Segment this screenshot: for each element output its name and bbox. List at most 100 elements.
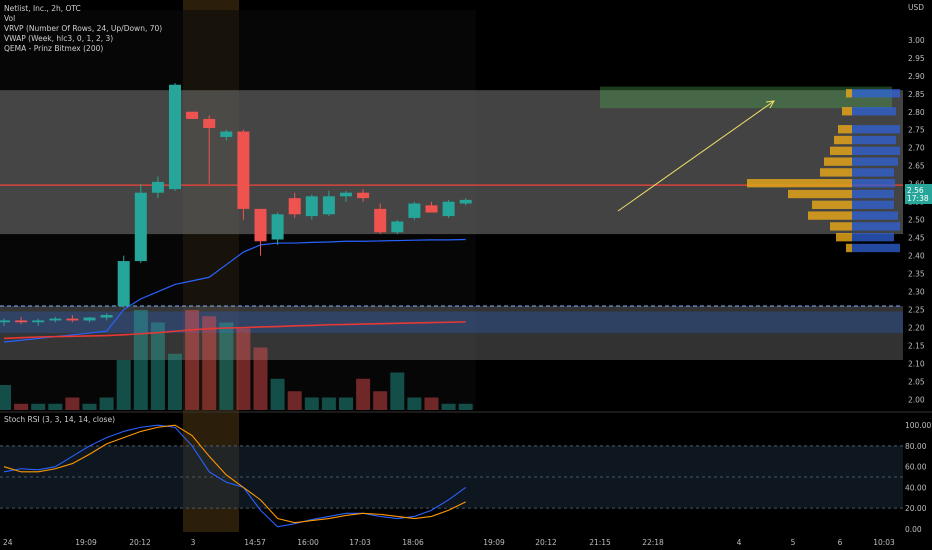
- profile-row: [808, 211, 852, 220]
- time-tick-label: 20:12: [535, 538, 557, 547]
- candle-body: [203, 118, 216, 128]
- profile-row: [830, 222, 852, 231]
- time-tick-label: 3: [191, 538, 196, 547]
- profile-row: [820, 168, 852, 177]
- volume-bar: [339, 397, 353, 410]
- rsi-tick-label: 100.00: [905, 421, 931, 430]
- volume-bar: [287, 391, 302, 410]
- drawings: [617, 100, 775, 212]
- profile-row-up: [852, 146, 900, 156]
- candle-body: [459, 199, 472, 204]
- volume-bar: [0, 385, 11, 410]
- volume-bar: [236, 328, 251, 410]
- price-tick-label: 2.95: [908, 54, 925, 63]
- candle-body: [237, 131, 250, 209]
- price-tick-label: 2.45: [908, 234, 925, 243]
- candle-body: [340, 192, 352, 197]
- candle-body: [15, 320, 28, 323]
- volume-bar: [65, 397, 80, 410]
- legend-stoch-rsi[interactable]: Stoch RSI (3, 3, 14, 14, close): [4, 415, 115, 424]
- volume-bar: [373, 391, 388, 410]
- volume-bar: [99, 397, 114, 410]
- rsi-pane: 100.00 80.00 60.00 40.00 20.00 0.00: [0, 411, 932, 534]
- legend-vol[interactable]: Vol: [4, 14, 16, 23]
- rsi-tick-label: 0.00: [905, 525, 922, 534]
- price-tag-countdown: 17:38: [907, 194, 929, 203]
- price-tick-label: 2.70: [908, 144, 925, 153]
- price-tag-value: 2.56: [907, 186, 924, 195]
- profile-row: [842, 107, 852, 116]
- legend-title[interactable]: Netlist, Inc., 2h, OTC: [4, 4, 81, 13]
- price-tick-label: 2.80: [908, 108, 925, 117]
- legend-vrvp[interactable]: VRVP (Number Of Rows, 24, Up/Down, 70): [4, 24, 163, 33]
- profile-row: [788, 189, 852, 199]
- candle-body: [357, 192, 370, 199]
- volume-bar: [48, 403, 63, 410]
- profile-row: [812, 200, 852, 209]
- candle-body: [408, 203, 421, 218]
- volume-bar: [202, 316, 217, 410]
- volume-bar: [304, 397, 319, 410]
- profile-row: [834, 135, 852, 145]
- time-tick-label: 24: [3, 538, 13, 547]
- trend-arrow-head: [765, 100, 775, 109]
- profile-row-up: [852, 89, 900, 98]
- profile-row-up: [852, 157, 898, 166]
- volume-profile: [747, 89, 900, 253]
- volume-bar: [150, 322, 165, 410]
- profile-row-up: [852, 222, 900, 231]
- price-tick-label: 2.00: [908, 396, 925, 405]
- legend-vwap[interactable]: VWAP (Week, hlc3, 0, 1, 2, 3): [4, 34, 114, 43]
- currency-label: USD: [908, 3, 924, 12]
- rsi-tick-label: 60.00: [905, 463, 927, 472]
- profile-row-up: [852, 189, 894, 199]
- qema-line: [3, 321, 466, 340]
- price-tick-label: 2.75: [908, 126, 925, 135]
- candle-body: [32, 320, 45, 323]
- profile-row: [846, 89, 852, 98]
- profile-row: [836, 233, 852, 242]
- profile-row-up: [852, 135, 896, 145]
- candle-body: [49, 318, 62, 321]
- legend-qema[interactable]: QEMA - Prinz Bitmex (200): [4, 44, 104, 53]
- candle-body: [117, 261, 130, 307]
- candle-body: [66, 318, 79, 321]
- price-tick-label: 2.25: [908, 306, 925, 315]
- candle-body: [425, 205, 438, 213]
- price-tick-label: 2.15: [908, 342, 925, 351]
- volume-bar: [185, 310, 200, 410]
- time-tick-label: 20:12: [129, 538, 151, 547]
- profile-row-up: [852, 168, 894, 177]
- volume-bar: [31, 403, 46, 410]
- volume-bar: [253, 347, 268, 410]
- volume-bar: [407, 397, 422, 410]
- time-tick-label: 21:15: [589, 538, 611, 547]
- candle-body: [442, 201, 455, 217]
- profile-row-up: [852, 243, 900, 253]
- vwap-line: [3, 238, 466, 343]
- time-tick-label: 6: [838, 538, 843, 547]
- volume-bar: [458, 403, 473, 410]
- time-tick-label: 16:00: [297, 538, 319, 547]
- profile-row-up: [852, 107, 896, 116]
- rsi-tick-label: 40.00: [905, 483, 927, 492]
- candle-body: [271, 214, 284, 240]
- volume-bar: [168, 353, 182, 410]
- price-tick-label: 2.30: [908, 288, 925, 297]
- zones: [0, 86, 903, 361]
- price-tick-label: 2.50: [908, 216, 925, 225]
- profile-row-up: [852, 233, 894, 242]
- time-tick-label: 18:06: [402, 538, 424, 547]
- volume-bar: [441, 403, 456, 410]
- time-tick-label: 10:03: [873, 538, 895, 547]
- volume-bar: [356, 378, 371, 410]
- profile-row-up: [852, 211, 898, 220]
- candles: [0, 82, 472, 326]
- time-axis: 24 19:09 20:12 3 14:57 16:00 17:03 18:06 19:09 20…: [3, 538, 895, 547]
- profile-row: [824, 157, 852, 166]
- candle-body: [322, 196, 335, 215]
- profile-row-up: [852, 125, 900, 134]
- candle-body: [0, 320, 10, 323]
- volume-bar: [133, 310, 148, 410]
